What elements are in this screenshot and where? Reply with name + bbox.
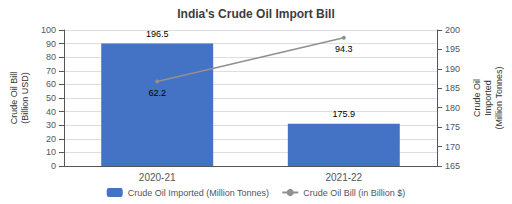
svg-text:(Billion USD): (Billion USD): [20, 72, 30, 124]
svg-text:70: 70: [46, 66, 56, 76]
svg-text:195: 195: [445, 44, 460, 54]
svg-text:Imported: Imported: [483, 80, 493, 116]
svg-text:196.5: 196.5: [146, 29, 169, 39]
svg-text:60: 60: [46, 79, 56, 89]
svg-text:10: 10: [46, 147, 56, 157]
svg-text:62.2: 62.2: [148, 88, 166, 98]
svg-text:175.9: 175.9: [333, 109, 356, 119]
svg-text:185: 185: [445, 83, 460, 93]
svg-text:2021-22: 2021-22: [325, 172, 362, 183]
svg-text:Crude Oil Bill (in Billion $): Crude Oil Bill (in Billion $): [303, 188, 405, 198]
svg-text:100: 100: [41, 25, 56, 35]
svg-text:175: 175: [445, 122, 460, 132]
svg-text:Crude Oil: Crude Oil: [472, 79, 482, 117]
svg-text:90: 90: [46, 39, 56, 49]
svg-text:170: 170: [445, 142, 460, 152]
svg-text:94.3: 94.3: [335, 44, 353, 54]
svg-text:(Million Tonnes): (Million Tonnes): [494, 67, 504, 130]
svg-text:190: 190: [445, 64, 460, 74]
svg-text:2020-21: 2020-21: [139, 172, 176, 183]
svg-text:165: 165: [445, 161, 460, 171]
svg-text:India's Crude Oil Import Bill: India's Crude Oil Import Bill: [177, 7, 335, 21]
svg-text:30: 30: [46, 120, 56, 130]
svg-text:180: 180: [445, 103, 460, 113]
svg-text:Crude Oil Imported (Million To: Crude Oil Imported (Million Tonnes): [128, 188, 269, 198]
svg-text:50: 50: [46, 93, 56, 103]
svg-text:200: 200: [445, 25, 460, 35]
svg-text:80: 80: [46, 52, 56, 62]
svg-text:0: 0: [51, 161, 56, 171]
svg-text:40: 40: [46, 107, 56, 117]
svg-text:Crude Oil Bill: Crude Oil Bill: [9, 72, 19, 125]
svg-text:20: 20: [46, 134, 56, 144]
